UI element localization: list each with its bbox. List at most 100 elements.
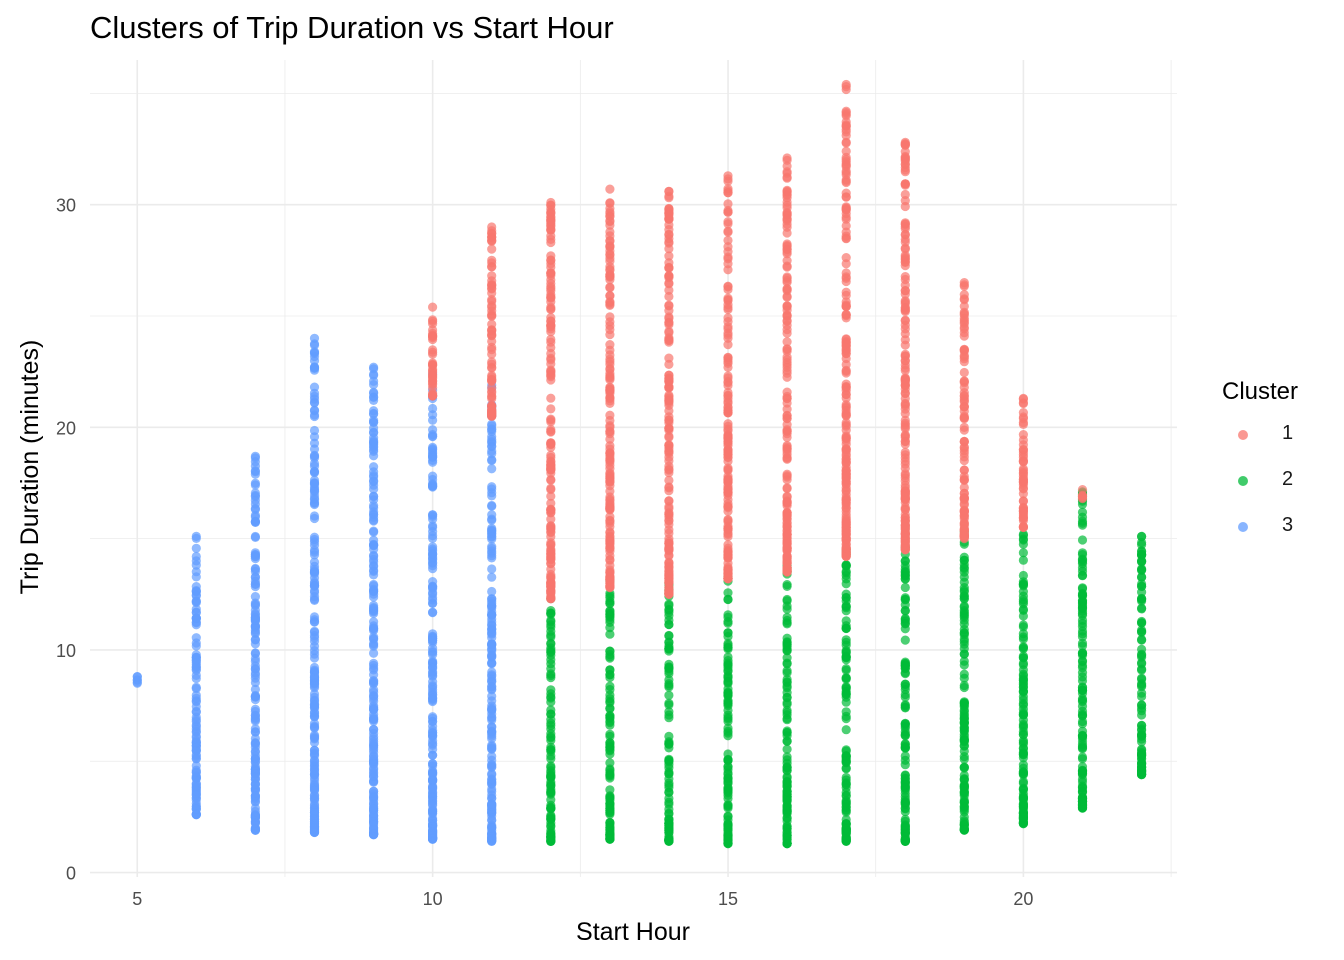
cluster-3-point	[369, 535, 379, 545]
cluster-2-point	[723, 588, 733, 598]
cluster-3-point	[309, 827, 320, 837]
cluster-3-point	[191, 641, 201, 651]
cluster-2-point	[546, 615, 556, 626]
cluster-1-point	[605, 340, 615, 350]
cluster-3-point	[309, 700, 320, 710]
cluster-2-point	[605, 758, 615, 768]
cluster-2-point	[1137, 724, 1147, 734]
y-axis-label: Trip Duration (minutes)	[16, 340, 44, 595]
cluster-2-point	[1018, 682, 1028, 692]
cluster-1-point	[900, 305, 910, 315]
cluster-2-point	[1018, 669, 1028, 679]
cluster-1-point	[782, 161, 792, 171]
cluster-2-point	[1018, 529, 1028, 539]
cluster-2-point	[605, 746, 615, 756]
cluster-2-point	[782, 728, 792, 738]
cluster-2-point	[546, 705, 556, 715]
cluster-2-point	[664, 755, 674, 766]
cluster-3-point	[309, 425, 320, 436]
cluster-1-point	[605, 256, 615, 266]
cluster-1-point	[900, 398, 910, 409]
cluster-1-point	[605, 410, 615, 420]
cluster-1-point	[664, 396, 674, 406]
cluster-1-point	[723, 295, 733, 306]
cluster-2-point	[1077, 641, 1088, 651]
cluster-1-point	[900, 335, 910, 345]
cluster-1-point	[605, 324, 615, 335]
cluster-3-point	[487, 419, 497, 429]
cluster-1-point	[1077, 485, 1088, 495]
cluster-3-point	[369, 526, 379, 536]
cluster-1-point	[605, 227, 615, 237]
cluster-1-point	[605, 236, 615, 246]
cluster-2-point	[1077, 701, 1088, 711]
cluster-2-point	[1137, 604, 1147, 614]
cluster-2-point	[782, 683, 792, 693]
cluster-1-point	[546, 569, 556, 580]
cluster-3-point	[191, 684, 201, 694]
cluster-2-point	[546, 643, 556, 653]
cluster-2-point	[664, 668, 674, 679]
cluster-3-point	[309, 592, 320, 602]
cluster-1-point	[546, 320, 556, 330]
cluster-2-point	[1018, 644, 1028, 654]
cluster-3-point	[428, 522, 438, 533]
cluster-1-point	[723, 354, 733, 364]
cluster-2-point	[841, 673, 851, 683]
cluster-2-point	[782, 755, 792, 765]
cluster-1-point	[841, 268, 851, 278]
cluster-3-point	[250, 480, 260, 490]
cluster-1-point	[1018, 522, 1028, 532]
cluster-1-point	[782, 337, 792, 347]
cluster-1-point	[723, 217, 733, 227]
cluster-1-point	[605, 527, 615, 537]
cluster-2-point	[605, 713, 615, 723]
cluster-3-point	[309, 730, 320, 740]
cluster-2-point	[1137, 680, 1147, 690]
cluster-3-point	[250, 564, 260, 574]
cluster-2-point	[546, 800, 556, 811]
cluster-2-point	[959, 585, 969, 595]
cluster-1-point	[959, 301, 969, 311]
cluster-1-point	[546, 348, 556, 359]
cluster-2-point	[900, 743, 910, 753]
y-tick-label: 10	[56, 641, 76, 661]
cluster-2-point	[1137, 579, 1147, 589]
legend-item-3: 3	[1222, 508, 1298, 554]
cluster-1-point	[723, 476, 733, 486]
cluster-1-point	[664, 461, 674, 471]
cluster-1-point	[723, 171, 733, 181]
cluster-2-point	[900, 692, 910, 702]
x-tick-label: 20	[1013, 889, 1033, 909]
cluster-3-point	[487, 525, 497, 535]
cluster-3-point	[428, 671, 438, 682]
cluster-1-point	[428, 302, 438, 312]
axis-tick-labels: 5 10 15 20 0 10 20 30	[56, 196, 1033, 909]
cluster-2-point	[1077, 719, 1088, 729]
cluster-2-point	[1018, 791, 1028, 802]
cluster-2-point	[723, 699, 733, 709]
cluster-1-point	[428, 391, 438, 401]
cluster-2-point	[1077, 803, 1088, 813]
cluster-1-point	[782, 193, 792, 203]
cluster-3-point	[487, 713, 497, 723]
cluster-3-point	[309, 348, 320, 358]
cluster-3-point	[369, 705, 379, 715]
x-axis-label: Start Hour	[576, 918, 690, 946]
cluster-1-point	[959, 493, 969, 504]
cluster-1-point	[841, 431, 851, 441]
cluster-1-point	[723, 313, 733, 323]
cluster-2-point	[959, 555, 969, 565]
cluster-2-point	[900, 797, 910, 807]
cluster-3-point	[428, 770, 438, 780]
cluster-1-point	[1018, 502, 1028, 513]
cluster-2-point	[1077, 589, 1088, 600]
cluster-2-point	[900, 605, 910, 616]
legend: Cluster 1 2 3	[1222, 378, 1298, 554]
cluster-3-point	[369, 376, 379, 386]
cluster-2-point	[841, 807, 851, 817]
cluster-1-point	[546, 514, 556, 524]
cluster-1-point	[900, 255, 910, 265]
cluster-1-point	[723, 573, 733, 583]
cluster-2-point	[1018, 570, 1028, 581]
